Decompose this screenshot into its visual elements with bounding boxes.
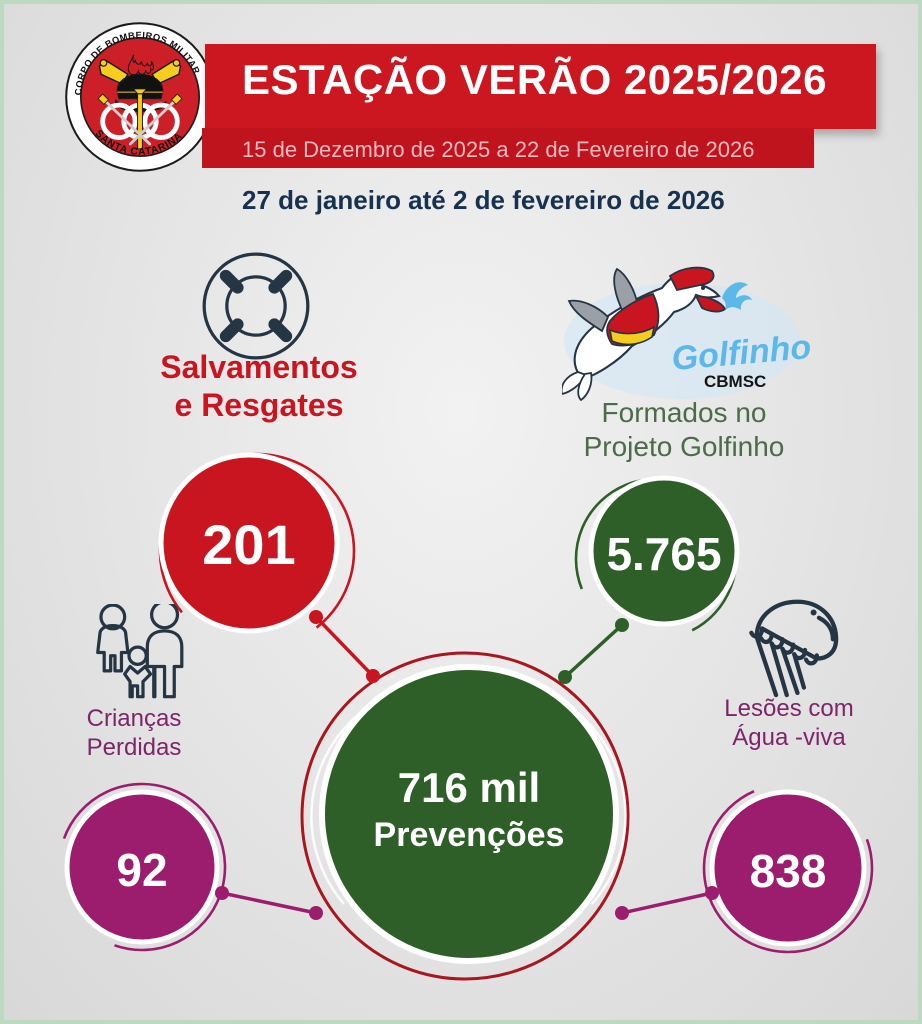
svg-text:716 mil: 716 mil <box>398 764 540 811</box>
svg-text:Prevenções: Prevenções <box>374 816 565 854</box>
svg-text:5.765: 5.765 <box>606 528 721 580</box>
svg-text:92: 92 <box>116 844 167 896</box>
svg-text:201: 201 <box>202 513 295 576</box>
svg-text:838: 838 <box>750 845 827 897</box>
